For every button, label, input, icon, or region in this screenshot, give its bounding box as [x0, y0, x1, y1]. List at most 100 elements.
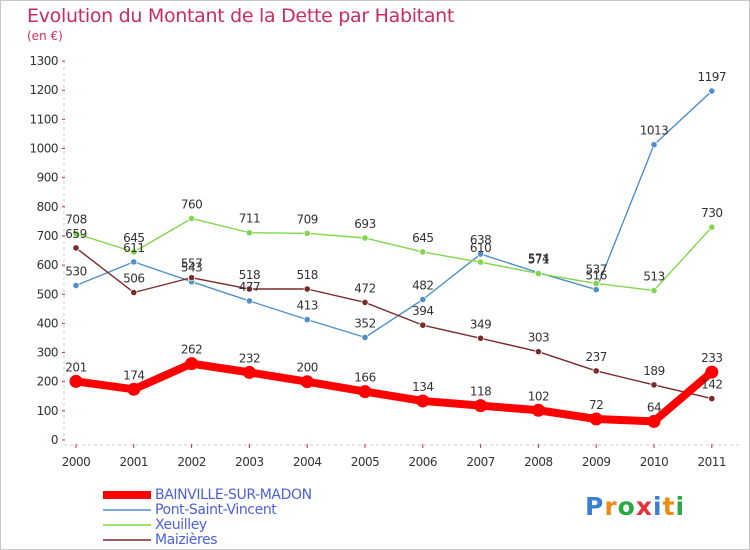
data-label: 64 — [647, 400, 661, 414]
data-label: 394 — [412, 304, 433, 318]
y-tick-label: 600 — [37, 258, 58, 272]
data-label: 303 — [528, 331, 549, 345]
data-label: 482 — [412, 278, 433, 292]
y-tick-label: 500 — [37, 287, 58, 301]
data-label: 262 — [181, 343, 202, 357]
data-label: 638 — [470, 233, 491, 247]
data-point — [419, 295, 427, 304]
data-label: 200 — [296, 361, 317, 375]
data-point — [650, 381, 658, 389]
data-point — [416, 394, 430, 408]
data-point — [476, 334, 485, 342]
data-point — [245, 297, 253, 305]
x-tick-label: 2008 — [524, 455, 553, 469]
data-point — [69, 374, 83, 388]
legend: BAINVILLE-SUR-MADON Pont-Saint-Vincent X… — [101, 486, 312, 548]
data-label: 513 — [643, 269, 664, 283]
data-label: 1197 — [698, 70, 727, 84]
data-label: 102 — [528, 389, 549, 403]
x-tick-label: 2009 — [582, 455, 611, 469]
data-label: 557 — [181, 257, 202, 271]
data-label: 506 — [123, 272, 144, 286]
data-label: 349 — [470, 317, 491, 331]
x-tick-label: 2001 — [120, 455, 149, 469]
y-tick-label: 800 — [37, 200, 58, 214]
x-tick-label: 2002 — [177, 455, 206, 469]
data-point — [534, 348, 543, 356]
data-point — [72, 281, 80, 290]
chart-unit: (en €) — [27, 29, 63, 43]
data-point — [185, 357, 199, 371]
data-point — [130, 248, 138, 256]
data-label: 134 — [412, 380, 433, 394]
data-point — [589, 412, 603, 426]
data-point — [188, 274, 196, 282]
legend-swatch — [103, 523, 151, 526]
data-point — [245, 285, 253, 293]
data-label: 201 — [65, 360, 86, 374]
data-label: 730 — [701, 206, 722, 220]
y-tick-label: 1000 — [29, 142, 58, 156]
data-point — [130, 258, 138, 266]
data-label: 693 — [354, 217, 375, 231]
data-point — [650, 286, 658, 295]
data-label: 233 — [701, 351, 722, 365]
x-tick-label: 2007 — [466, 455, 495, 469]
data-label: 237 — [585, 350, 606, 364]
data-point — [708, 87, 716, 95]
data-label: 166 — [354, 371, 375, 385]
data-label: 659 — [65, 227, 86, 241]
series-line — [75, 217, 713, 292]
data-label: 760 — [181, 197, 202, 211]
series-line — [75, 90, 713, 339]
y-tick-label: 1300 — [29, 54, 58, 68]
chart-title: Evolution du Montant de la Dette par Hab… — [27, 5, 455, 27]
x-tick-label: 2011 — [698, 455, 727, 469]
legend-label: Maizières — [155, 531, 218, 548]
series-line — [72, 359, 716, 426]
x-tick-label: 2004 — [293, 455, 322, 469]
data-label: 543 — [181, 261, 202, 275]
legend-swatch — [103, 508, 151, 511]
data-label: 645 — [123, 231, 144, 245]
y-tick-label: 900 — [37, 171, 58, 185]
data-label: 142 — [701, 378, 722, 392]
data-label: 477 — [239, 280, 260, 294]
data-point — [419, 248, 427, 256]
data-point — [476, 250, 485, 258]
series-line — [75, 247, 713, 400]
data-point — [130, 288, 138, 297]
line-chart: 0 100 200 300 400 500 600 700 800 900 1000 1100 1200… — [29, 54, 739, 469]
data-point — [303, 229, 311, 237]
data-point — [361, 234, 369, 242]
data-label: 72 — [589, 398, 603, 412]
data-label: 232 — [239, 351, 260, 365]
data-label: 611 — [123, 241, 144, 255]
y-tick-label: 700 — [37, 229, 58, 243]
data-point — [245, 229, 253, 237]
proxiti-logo: Proxiti — [585, 492, 686, 521]
y-tick-label: 1100 — [29, 112, 58, 126]
data-point — [303, 316, 311, 324]
x-tick-label: 2006 — [409, 455, 438, 469]
data-point — [534, 269, 543, 278]
x-tick-label: 2010 — [640, 455, 669, 469]
data-point — [72, 244, 80, 252]
data-label: 708 — [65, 213, 86, 227]
data-point — [476, 258, 485, 266]
data-label: 118 — [470, 385, 491, 399]
data-point — [242, 365, 256, 379]
data-point — [650, 141, 658, 149]
legend-label: Pont-Saint-Vincent — [155, 501, 277, 518]
y-tick-label: 200 — [37, 375, 58, 389]
y-tick-label: 0 — [51, 433, 58, 447]
data-label: 352 — [354, 316, 375, 330]
data-label: 711 — [239, 212, 260, 226]
data-point — [127, 382, 141, 396]
legend-label: BAINVILLE-SUR-MADON — [155, 486, 312, 503]
data-point — [188, 214, 196, 223]
data-point — [361, 298, 369, 307]
y-tick-label: 100 — [37, 404, 58, 418]
data-label: 645 — [412, 231, 433, 245]
data-point — [592, 367, 600, 375]
